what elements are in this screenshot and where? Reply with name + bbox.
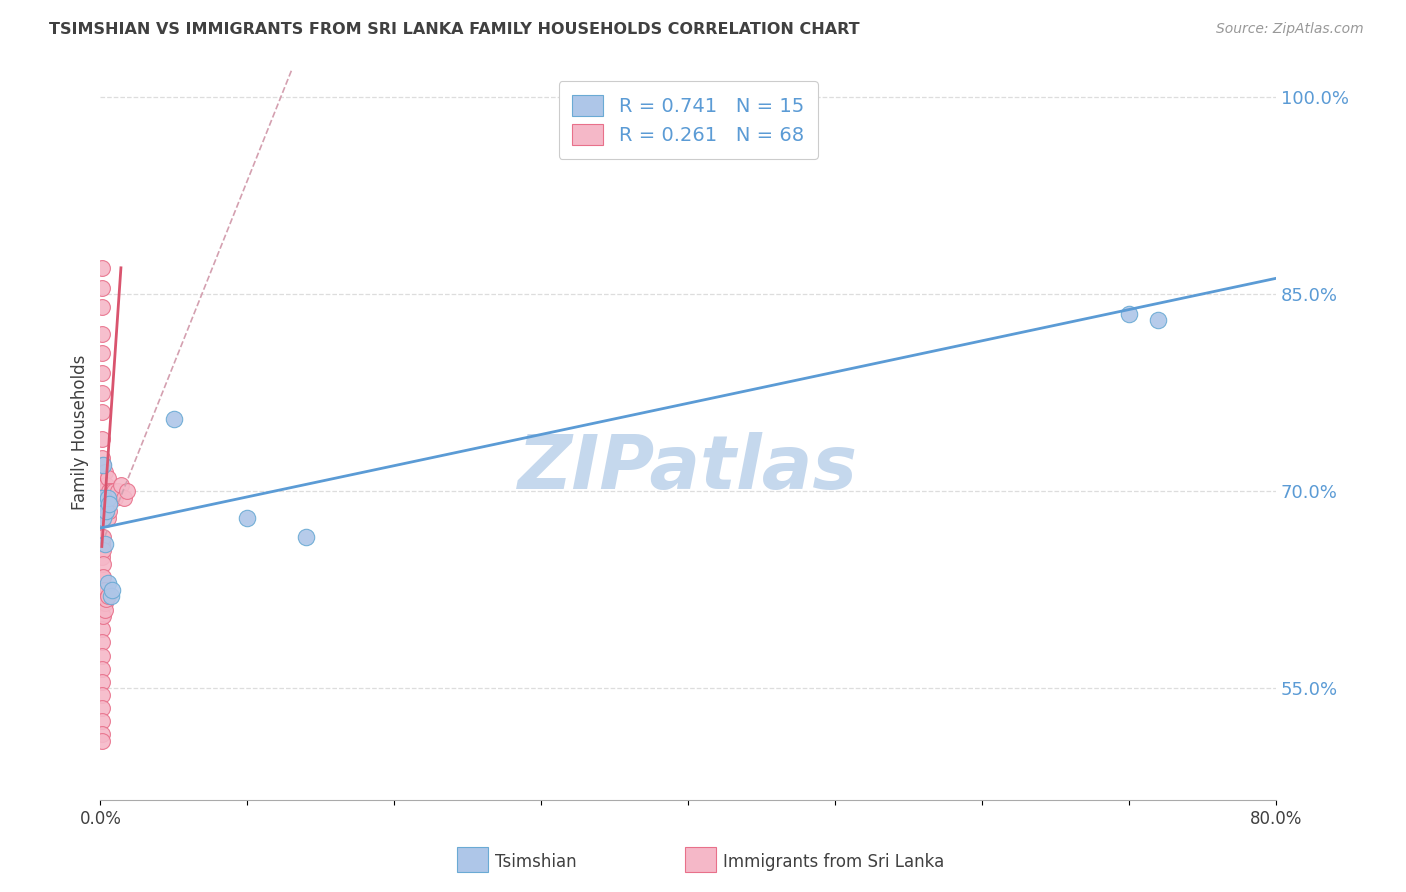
Point <box>90 260 112 275</box>
Point <box>90 714 112 729</box>
Point <box>97 590 120 604</box>
Point <box>97 576 120 591</box>
Point <box>91 458 114 472</box>
Point <box>110 477 132 491</box>
Point <box>90 662 112 676</box>
Point <box>90 326 112 341</box>
Point <box>94 596 117 610</box>
Point <box>91 570 114 584</box>
Point <box>90 635 112 649</box>
Point <box>295 530 318 544</box>
Point <box>97 491 120 505</box>
Point <box>94 484 117 499</box>
Point <box>90 498 112 512</box>
Point <box>91 491 114 505</box>
Point <box>91 510 114 524</box>
Point <box>90 451 112 466</box>
Point <box>112 491 135 505</box>
Point <box>90 530 112 544</box>
Point <box>90 491 112 505</box>
Point <box>96 592 118 607</box>
Point <box>90 385 112 400</box>
Text: Immigrants from Sri Lanka: Immigrants from Sri Lanka <box>723 853 943 871</box>
Legend: R = 0.741   N = 15, R = 0.261   N = 68: R = 0.741 N = 15, R = 0.261 N = 68 <box>558 81 818 159</box>
Point <box>91 530 114 544</box>
Point <box>90 623 112 637</box>
Point <box>1147 313 1170 327</box>
Point <box>90 300 112 314</box>
Point <box>236 510 259 524</box>
Point <box>90 549 112 564</box>
Point <box>91 557 114 571</box>
Point <box>163 412 186 426</box>
Point <box>98 504 121 518</box>
Point <box>98 498 121 512</box>
Point <box>90 734 112 748</box>
Point <box>90 648 112 663</box>
Point <box>90 570 112 584</box>
Text: Source: ZipAtlas.com: Source: ZipAtlas.com <box>1216 22 1364 37</box>
Point <box>90 727 112 741</box>
Point <box>91 609 114 624</box>
Point <box>90 458 112 472</box>
Point <box>96 477 118 491</box>
Point <box>96 498 118 512</box>
Text: TSIMSHIAN VS IMMIGRANTS FROM SRI LANKA FAMILY HOUSEHOLDS CORRELATION CHART: TSIMSHIAN VS IMMIGRANTS FROM SRI LANKA F… <box>49 22 860 37</box>
Point <box>100 590 122 604</box>
Point <box>90 701 112 715</box>
Point <box>90 688 112 702</box>
Point <box>91 484 114 499</box>
Point <box>101 582 124 597</box>
Point <box>91 596 114 610</box>
Point <box>91 510 114 524</box>
Point <box>90 432 112 446</box>
Point <box>100 491 122 505</box>
Point <box>90 674 112 689</box>
Point <box>97 471 120 485</box>
Point <box>91 458 114 472</box>
Point <box>90 582 112 597</box>
Text: Tsimshian: Tsimshian <box>495 853 576 871</box>
Point <box>96 504 118 518</box>
Point <box>91 582 114 597</box>
Point <box>103 484 125 499</box>
Point <box>90 405 112 419</box>
Point <box>90 346 112 360</box>
Point <box>97 491 120 505</box>
Point <box>94 537 117 551</box>
Point <box>90 366 112 380</box>
Point <box>90 596 112 610</box>
Point <box>90 465 112 479</box>
Point <box>90 537 112 551</box>
Point <box>90 280 112 294</box>
Point <box>107 484 129 499</box>
Point <box>101 484 124 499</box>
Point <box>94 465 117 479</box>
Point <box>90 510 112 524</box>
Point <box>90 484 112 499</box>
Point <box>115 484 138 499</box>
Point <box>90 609 112 624</box>
Point <box>104 491 127 505</box>
Point <box>94 504 117 518</box>
Point <box>97 510 120 524</box>
Point <box>90 471 112 485</box>
Y-axis label: Family Households: Family Households <box>72 354 89 510</box>
Point <box>94 582 117 597</box>
Point <box>91 543 114 558</box>
Text: ZIPatlas: ZIPatlas <box>519 433 858 506</box>
Point <box>90 491 112 505</box>
Point <box>98 484 121 499</box>
Point <box>94 602 117 616</box>
Point <box>1118 307 1140 321</box>
